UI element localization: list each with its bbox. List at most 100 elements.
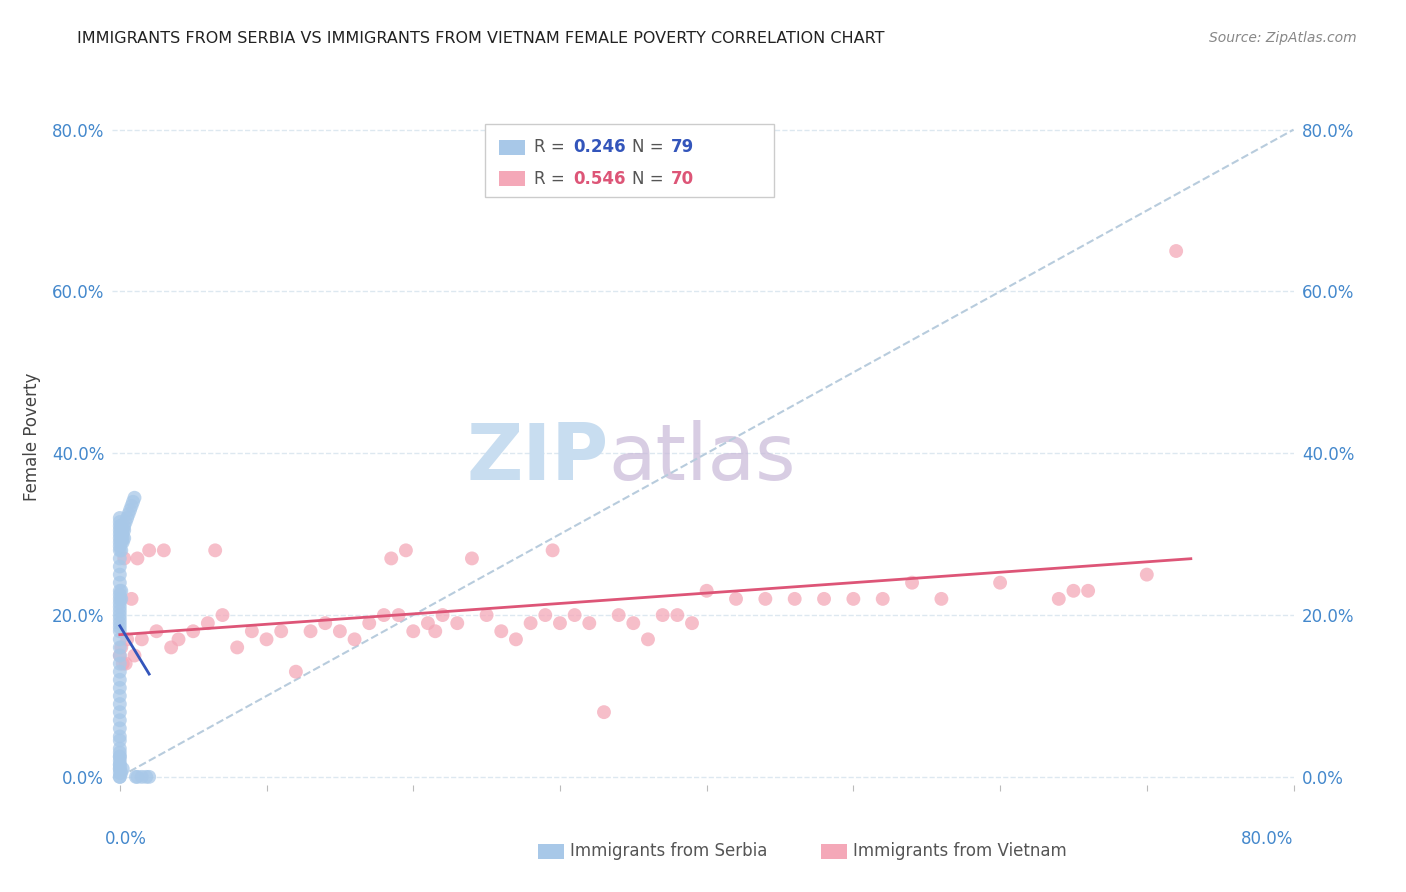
- Text: 0.546: 0.546: [574, 169, 626, 188]
- FancyBboxPatch shape: [537, 844, 564, 859]
- Point: [548, 616, 571, 631]
- Text: atlas: atlas: [609, 420, 796, 496]
- Point: [108, 527, 131, 541]
- Point: [541, 543, 564, 558]
- Point: [121, 591, 143, 606]
- Point: [110, 543, 132, 558]
- Point: [724, 591, 747, 606]
- Text: N =: N =: [633, 169, 669, 188]
- Point: [108, 722, 131, 736]
- Text: 79: 79: [671, 138, 695, 156]
- Point: [112, 523, 135, 537]
- Point: [117, 507, 139, 521]
- Point: [114, 657, 136, 671]
- Point: [108, 612, 131, 626]
- Point: [108, 770, 131, 784]
- Text: 0.246: 0.246: [574, 138, 626, 156]
- Point: [110, 583, 132, 598]
- Text: Immigrants from Serbia: Immigrants from Serbia: [569, 842, 766, 860]
- Point: [359, 616, 381, 631]
- Point: [108, 515, 131, 529]
- Point: [110, 591, 132, 606]
- Point: [110, 523, 132, 537]
- Point: [108, 624, 131, 639]
- Point: [108, 531, 131, 545]
- Point: [1077, 583, 1099, 598]
- Point: [127, 551, 149, 566]
- Point: [108, 583, 131, 598]
- Point: [160, 640, 183, 655]
- Point: [1062, 583, 1084, 598]
- Point: [564, 608, 586, 623]
- Point: [681, 616, 703, 631]
- Point: [108, 733, 131, 747]
- Point: [108, 673, 131, 687]
- Point: [108, 588, 131, 602]
- Point: [842, 591, 865, 606]
- Point: [181, 624, 204, 639]
- Point: [138, 543, 160, 558]
- Point: [754, 591, 776, 606]
- Point: [108, 559, 131, 574]
- Point: [1136, 567, 1159, 582]
- Point: [114, 515, 136, 529]
- Text: 70: 70: [671, 169, 695, 188]
- Point: [111, 762, 134, 776]
- Point: [115, 632, 138, 647]
- Point: [110, 531, 132, 545]
- Point: [108, 648, 131, 663]
- Point: [872, 591, 894, 606]
- Point: [108, 511, 131, 525]
- Text: 0.0%: 0.0%: [105, 830, 148, 848]
- FancyBboxPatch shape: [499, 140, 524, 155]
- Point: [461, 551, 484, 566]
- Point: [125, 770, 148, 784]
- Point: [120, 503, 142, 517]
- Point: [112, 551, 135, 566]
- Point: [108, 697, 131, 711]
- Point: [111, 523, 134, 537]
- Point: [127, 770, 149, 784]
- Point: [204, 543, 226, 558]
- Point: [505, 632, 527, 647]
- Point: [108, 604, 131, 618]
- Point: [534, 608, 557, 623]
- Text: R =: R =: [534, 138, 569, 156]
- Point: [135, 770, 157, 784]
- Point: [115, 511, 138, 525]
- Point: [387, 608, 409, 623]
- Point: [145, 624, 167, 639]
- Point: [314, 616, 336, 631]
- Point: [111, 535, 134, 549]
- Point: [108, 762, 131, 776]
- Point: [607, 608, 630, 623]
- Text: Immigrants from Vietnam: Immigrants from Vietnam: [853, 842, 1067, 860]
- Point: [931, 591, 953, 606]
- Point: [901, 575, 924, 590]
- Point: [110, 527, 132, 541]
- Point: [108, 757, 131, 772]
- Point: [108, 632, 131, 647]
- Point: [416, 616, 439, 631]
- Point: [110, 640, 132, 655]
- Point: [124, 491, 146, 505]
- Text: 80.0%: 80.0%: [1241, 830, 1294, 848]
- Point: [108, 665, 131, 679]
- Point: [131, 632, 153, 647]
- Point: [108, 749, 131, 764]
- Point: [110, 765, 132, 780]
- Point: [1047, 591, 1070, 606]
- Point: [108, 543, 131, 558]
- Point: [108, 754, 131, 768]
- Point: [108, 608, 131, 623]
- Point: [138, 770, 160, 784]
- Point: [108, 689, 131, 703]
- Point: [593, 705, 616, 719]
- Point: [111, 531, 134, 545]
- Point: [240, 624, 263, 639]
- Point: [432, 608, 454, 623]
- Point: [167, 632, 190, 647]
- FancyBboxPatch shape: [821, 844, 846, 859]
- Point: [153, 543, 176, 558]
- Point: [108, 681, 131, 695]
